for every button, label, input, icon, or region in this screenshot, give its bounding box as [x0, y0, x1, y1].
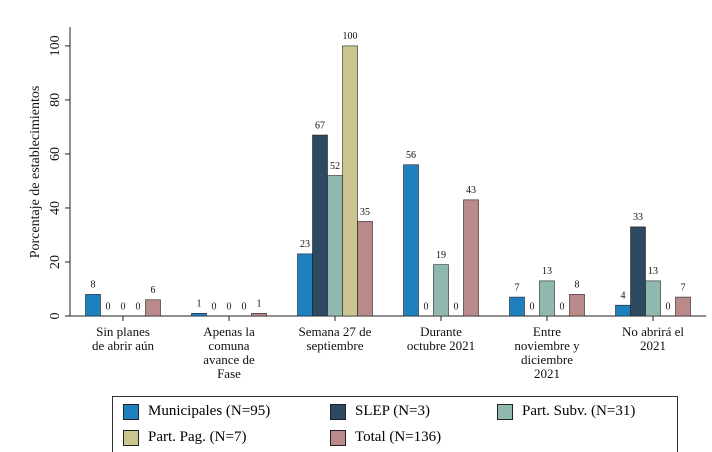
value-label: 1 — [257, 299, 262, 310]
legend-label: Municipales (N=95) — [148, 403, 271, 419]
bar — [433, 264, 449, 317]
legend-swatch — [330, 429, 346, 446]
value-label: 0 — [121, 301, 126, 312]
x-tick-label: Entre noviembre y diciembre 2021 — [514, 324, 580, 381]
value-label: 8 — [575, 280, 580, 291]
bar — [539, 280, 555, 317]
bar — [251, 312, 267, 317]
value-label: 1 — [197, 299, 202, 310]
x-tick-label: Sin planes de abrir aún — [91, 324, 155, 353]
value-label: 7 — [681, 282, 686, 293]
y-tick-label: 20 — [48, 255, 63, 269]
value-label: 43 — [466, 185, 476, 196]
value-label: 0 — [666, 301, 671, 312]
bar — [297, 253, 313, 317]
bar — [615, 304, 631, 317]
value-label: 0 — [530, 301, 535, 312]
value-label: 0 — [106, 301, 111, 312]
bar — [630, 226, 646, 317]
value-label: 23 — [300, 239, 310, 250]
legend-item: Part. Pag. (N=7) — [123, 429, 246, 446]
value-label: 0 — [560, 301, 565, 312]
y-tick-label: 100 — [48, 35, 63, 56]
legend-item: Part. Subv. (N=31) — [497, 403, 635, 420]
bar — [569, 294, 585, 317]
y-tick-label: 60 — [48, 147, 63, 161]
bar — [145, 299, 161, 317]
bar — [312, 134, 328, 317]
value-label: 0 — [212, 301, 217, 312]
legend-label: Total (N=136) — [355, 429, 442, 445]
x-tick-label: Apenas la comuna avance de Fase — [203, 324, 255, 381]
y-axis-title: Porcentaje de establecimientos — [28, 86, 43, 259]
x-tick-label: Semana 27 de septiembre — [298, 324, 372, 353]
x-tick-label: No abrirá el 2021 — [621, 324, 685, 353]
value-label: 100 — [343, 31, 358, 42]
legend-swatch — [497, 403, 513, 420]
bar — [327, 175, 343, 317]
y-tick-label: 80 — [48, 93, 63, 107]
value-label: 35 — [360, 207, 370, 218]
value-label: 56 — [406, 150, 416, 161]
bar — [645, 280, 661, 317]
bar — [342, 45, 358, 317]
value-label: 4 — [621, 290, 626, 301]
legend-swatch — [330, 403, 346, 420]
value-label: 67 — [315, 120, 325, 131]
x-tick-label: Durante octubre 2021 — [406, 324, 476, 353]
legend-label: Part. Subv. (N=31) — [522, 403, 636, 419]
value-label: 0 — [454, 301, 459, 312]
value-label: 13 — [648, 266, 658, 277]
y-tick-label: 0 — [48, 313, 63, 320]
legend-label: SLEP (N=3) — [355, 403, 430, 419]
legend-item: Municipales (N=95) — [123, 403, 270, 420]
bar — [403, 164, 419, 317]
bar — [85, 294, 101, 317]
value-label: 0 — [136, 301, 141, 312]
bar — [191, 312, 207, 317]
value-label: 8 — [91, 280, 96, 291]
value-label: 19 — [436, 250, 446, 261]
value-label: 0 — [242, 301, 247, 312]
bar — [357, 221, 373, 317]
value-label: 52 — [330, 161, 340, 172]
value-label: 33 — [633, 212, 643, 223]
value-label: 0 — [227, 301, 232, 312]
value-label: 7 — [515, 282, 520, 293]
value-label: 13 — [542, 266, 552, 277]
legend-item: Total (N=136) — [330, 429, 441, 446]
value-label: 6 — [151, 285, 156, 296]
bar — [463, 199, 479, 317]
bar — [675, 296, 691, 317]
legend: Municipales (N=95) SLEP (N=3) Part. Subv. … — [112, 396, 678, 452]
legend-label: Part. Pag. (N=7) — [148, 429, 247, 445]
bar — [509, 296, 525, 317]
legend-item: SLEP (N=3) — [330, 403, 430, 420]
y-tick-label: 40 — [48, 201, 63, 215]
legend-swatch — [123, 403, 139, 420]
legend-swatch — [123, 429, 139, 446]
value-label: 0 — [424, 301, 429, 312]
